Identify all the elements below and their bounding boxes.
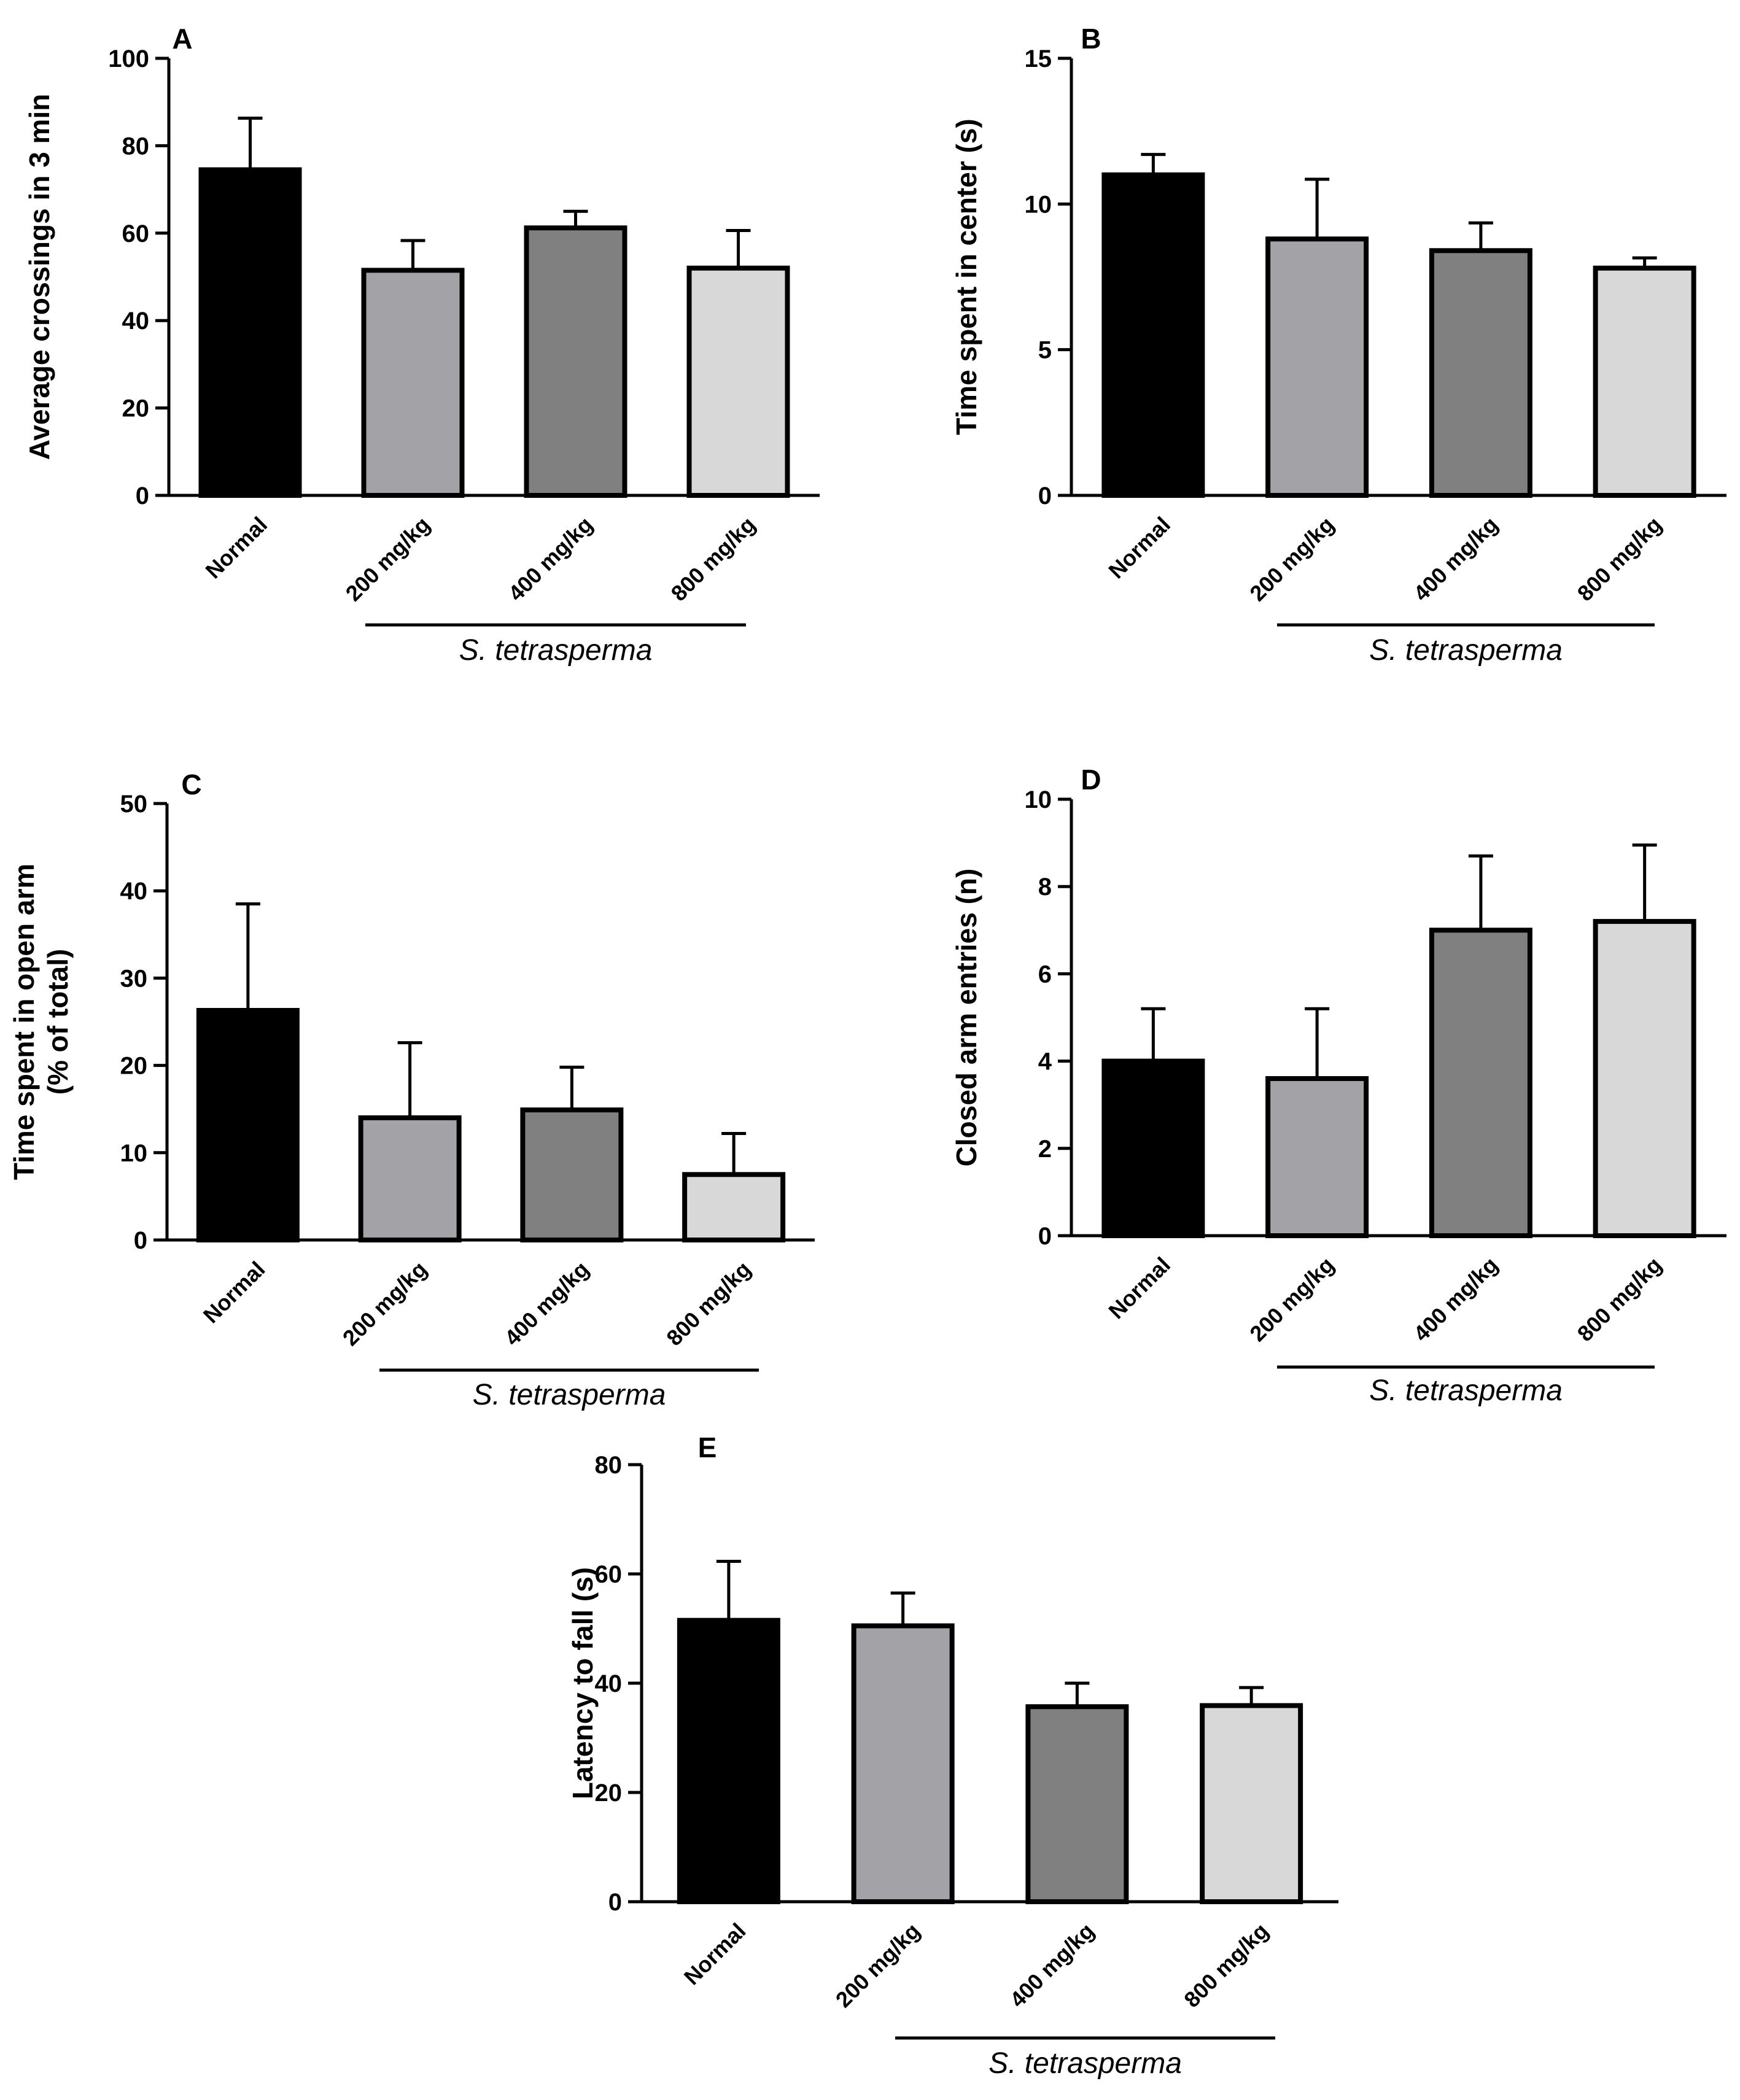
category-label: 200 mg/kg [831,1918,925,2013]
bar-a-3 [524,225,627,498]
panel-letter: C [181,769,201,800]
group-label: S. tetrasperma [459,634,653,667]
bar-b-3 [1429,248,1532,498]
y-tick-label: 10 [1025,786,1052,813]
bar-d-2 [1265,1076,1369,1239]
bar-c-2 [358,1115,462,1243]
y-tick-label: 5 [1038,337,1052,364]
y-tick-label: 40 [595,1670,623,1697]
y-tick-label: 4 [1038,1048,1052,1075]
group-label: S. tetrasperma [1369,1374,1563,1407]
category-label: 400 mg/kg [500,1257,594,1351]
y-axis-label: Time spent in center (s) [950,118,982,435]
panel-b: 0 5 10 15 Normal 200 mg/kg 400 mg/kg 800 mg/kg S… [950,23,1726,667]
y-tick-label: 60 [595,1561,623,1588]
y-tick-label: 10 [1025,191,1052,218]
category-label: 200 mg/kg [341,512,435,606]
bar-d-3 [1429,928,1532,1239]
bar-b-4 [1593,265,1696,498]
panel-letter: E [698,1432,717,1463]
bar-e-4 [1200,1703,1303,1904]
category-label: 800 mg/kg [666,512,761,606]
panel-d: 0 2 4 6 8 10 Normal 200 mg/kg 400 mg/kg 800 mg/kg… [950,764,1726,1407]
bar-c-1 [196,1008,300,1243]
y-tick-label: 0 [134,1227,147,1254]
y-tick-label: 100 [108,45,149,72]
y-axis-label: Time spent in open arm [8,864,40,1180]
group-label: S. tetrasperma [1369,634,1563,667]
y-tick-label: 80 [595,1452,623,1479]
y-tick-label: 80 [122,133,150,160]
y-tick-label: 0 [1038,482,1052,510]
category-label: 200 mg/kg [1245,512,1339,606]
bar-b-2 [1265,236,1369,498]
category-label: 400 mg/kg [1408,512,1503,606]
category-label: Normal [198,1257,270,1328]
bar-e-3 [1025,1704,1129,1905]
y-tick-label: 0 [1038,1223,1052,1250]
group-label: S. tetrasperma [988,2047,1182,2080]
bar-e-2 [851,1623,955,1905]
y-tick-label: 50 [120,791,148,818]
category-label: 200 mg/kg [1245,1252,1339,1347]
category-label: Normal [679,1918,751,1990]
panel-letter: A [172,23,192,55]
y-axis-label-line2: (% of total) [42,949,74,1095]
bar-d-4 [1593,919,1696,1238]
y-axis-label: Average crossings in 3 min [23,94,55,460]
category-label: Normal [1103,512,1175,584]
group-label: S. tetrasperma [473,1379,666,1411]
y-tick-label: 30 [120,965,148,992]
bar-e-1 [677,1618,780,1904]
y-tick-label: 6 [1038,961,1052,988]
bar-a-1 [198,167,302,498]
y-tick-label: 60 [122,220,150,247]
panel-letter: D [1081,764,1101,796]
category-label: 400 mg/kg [1005,1918,1100,2013]
y-tick-label: 40 [120,878,148,905]
panel-e: 0 20 40 60 80 Normal 200 mg/kg 400 mg/kg 800 mg/… [567,1432,1338,2080]
y-tick-label: 20 [595,1780,623,1807]
category-label: Normal [1103,1252,1175,1324]
category-label: 800 mg/kg [1179,1918,1273,2013]
y-tick-label: 0 [136,482,149,510]
y-tick-label: 2 [1038,1136,1052,1163]
bar-a-4 [686,265,790,498]
category-label: 800 mg/kg [661,1257,756,1351]
category-label: Normal [200,512,272,584]
y-tick-label: 8 [1038,874,1052,901]
category-label: 400 mg/kg [1408,1252,1503,1347]
category-label: 200 mg/kg [338,1257,432,1351]
category-label: 400 mg/kg [503,512,598,606]
category-label: 800 mg/kg [1572,1252,1667,1347]
panel-a: 0 20 40 60 80 100 Normal 200 mg/kg 400 mg/kg 800 … [23,23,820,667]
bar-d-1 [1101,1058,1205,1238]
y-tick-label: 40 [122,308,150,335]
bar-c-3 [520,1107,624,1242]
panel-c: 0 10 20 30 40 50 Normal 200 mg/kg 400 mg/kg 800 m… [8,769,815,1411]
category-label: 800 mg/kg [1572,512,1667,606]
y-tick-label: 15 [1025,45,1052,72]
y-tick-label: 10 [120,1140,148,1167]
y-tick-label: 0 [608,1889,622,1916]
y-tick-label: 20 [120,1053,148,1080]
bar-b-1 [1101,172,1205,498]
y-tick-label: 20 [122,395,150,422]
bar-c-4 [682,1172,786,1242]
y-axis-label: Closed arm entries (n) [950,869,982,1167]
panel-letter: B [1081,23,1101,55]
y-axis-label: Latency to fall (s) [567,1567,599,1799]
bar-a-2 [361,268,465,498]
